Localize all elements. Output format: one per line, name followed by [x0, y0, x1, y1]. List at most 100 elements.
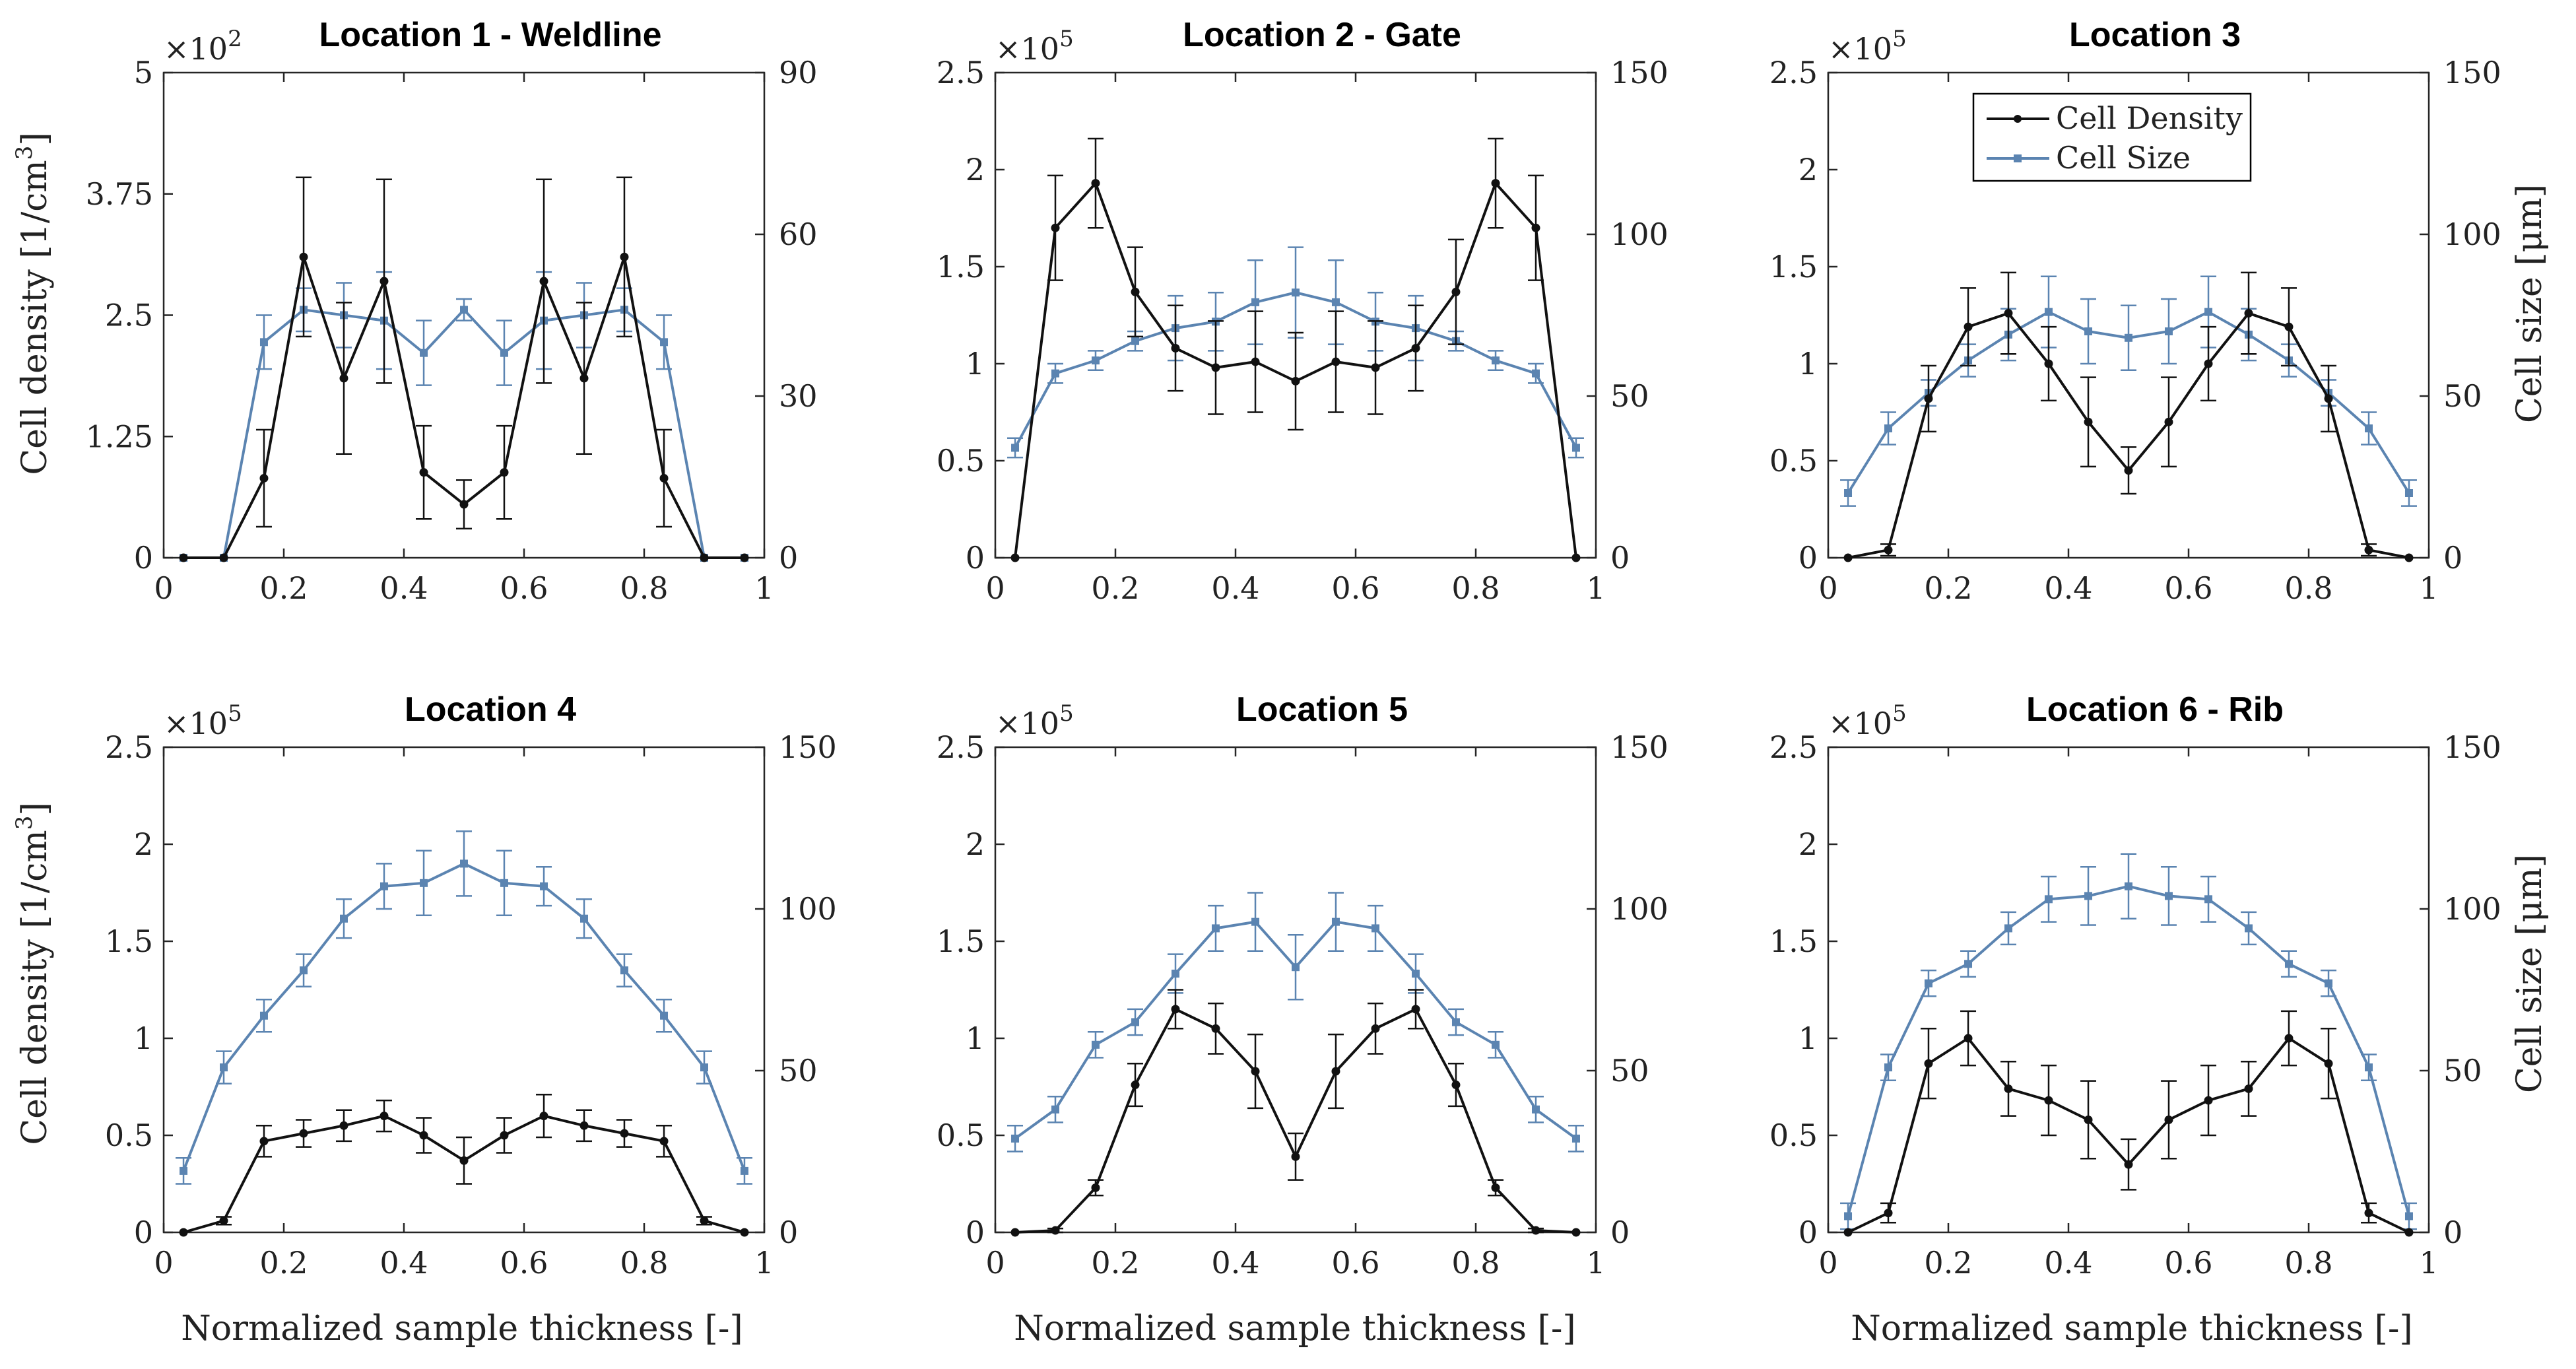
data-point [300, 966, 308, 975]
x-axis-label-2: Normalized sample thickness [-] [1014, 1309, 1575, 1349]
right-axis-label-bottom: Cell size [μm] [2510, 854, 2550, 1093]
data-point [1131, 337, 1140, 345]
data-point [1571, 1134, 1580, 1143]
left-axis-label-top: Cell density [1/cm3] [11, 132, 55, 475]
data-point [1843, 1228, 1853, 1237]
data-point [220, 1063, 228, 1072]
data-point [2204, 359, 2213, 368]
data-point [2204, 895, 2213, 904]
x-tick-label: 0.8 [1451, 570, 1500, 606]
data-point [1571, 553, 1581, 562]
chart-title: Location 6 - Rib [2026, 690, 2284, 729]
chart-title: Location 4 [405, 690, 576, 729]
x-tick-label: 0 [154, 1245, 173, 1281]
data-point [1091, 1040, 1100, 1049]
data-point [1571, 1228, 1581, 1237]
x-tick-label: 0.8 [1451, 1245, 1500, 1281]
x-tick-label: 0.2 [1091, 570, 1139, 606]
data-point [1211, 924, 1220, 933]
data-point [1131, 287, 1140, 296]
y-tick-label-left: 1.5 [937, 249, 985, 284]
chart-title: Location 2 - Gate [1183, 16, 1461, 54]
y-tick-label-right: 60 [779, 217, 818, 252]
x-tick-label: 0.8 [620, 1245, 668, 1281]
x-tick-label: 0.8 [620, 570, 668, 606]
series-cell-size [1840, 853, 2417, 1230]
data-point [1532, 369, 1540, 378]
data-point [2284, 1034, 2294, 1043]
data-point [2324, 1059, 2333, 1068]
data-point [1884, 545, 1893, 554]
x-tick-label: 0.6 [500, 1245, 548, 1281]
data-point [420, 349, 428, 357]
data-point [2164, 327, 2173, 335]
data-point [180, 1166, 188, 1175]
y-tick-label-left: 0 [1799, 540, 1818, 576]
y-tick-label-right: 50 [2443, 1053, 2482, 1088]
x-tick-label: 0 [1818, 1245, 1837, 1281]
x-tick-label: 0.4 [380, 1245, 428, 1281]
y-tick-label-right: 100 [1610, 217, 1668, 252]
data-point [500, 468, 509, 477]
data-point [500, 879, 508, 887]
data-point [259, 473, 269, 483]
data-point [1331, 918, 1340, 926]
x-tick-label: 0.2 [1924, 570, 1972, 606]
y-tick-label-right: 150 [1610, 729, 1668, 765]
data-point [1531, 1226, 1540, 1235]
data-point [2125, 333, 2132, 342]
x-tick-label: 1 [1586, 570, 1605, 606]
data-point [1091, 179, 1100, 188]
data-point [539, 277, 548, 286]
y-tick-label-left: 2 [1799, 152, 1818, 187]
data-point [740, 1228, 749, 1237]
data-point [2084, 417, 2093, 426]
x-tick-label: 1 [2419, 570, 2438, 606]
data-point [1844, 489, 1853, 497]
data-point [620, 252, 629, 261]
x-tick-label: 0.6 [500, 570, 548, 606]
y-tick-label-right: 150 [2443, 729, 2501, 765]
series-cell-density [1010, 137, 1581, 562]
x-axis-label-3: Normalized sample thickness [-] [1851, 1309, 2412, 1349]
data-point [2364, 1209, 2373, 1218]
data-point [1964, 322, 1973, 331]
data-point [1884, 1209, 1893, 1218]
x-tick-label: 0 [985, 570, 1005, 606]
data-point [420, 879, 428, 887]
y-tick-label-left: 0 [134, 540, 153, 576]
y-tick-label-right: 150 [1610, 55, 1668, 90]
data-point [740, 1166, 748, 1175]
y-tick-label-left: 0.5 [105, 1118, 153, 1153]
y-tick-label-left: 0.5 [937, 443, 985, 479]
data-point [2365, 424, 2373, 432]
y-tick-label-right: 0 [2443, 1215, 2462, 1250]
x-tick-label: 0.2 [259, 1245, 308, 1281]
data-point [2084, 1115, 2093, 1124]
data-point [1532, 1105, 1540, 1114]
data-point [219, 1216, 228, 1225]
y-tick-label-left: 2.5 [105, 729, 153, 765]
y-tick-label-left: 1.5 [105, 923, 153, 959]
left-axis-label-bottom: Cell density [1/cm3] [11, 802, 55, 1145]
data-point [419, 1131, 428, 1140]
data-point [579, 1121, 589, 1130]
y-tick-label-left: 2 [134, 826, 153, 862]
y-tick-label-left: 2.5 [1769, 729, 1818, 765]
y-tick-label-right: 0 [779, 540, 798, 576]
data-point [500, 1131, 509, 1140]
data-point [380, 882, 388, 890]
data-point [1091, 356, 1100, 365]
y-tick-label-right: 90 [779, 55, 818, 90]
data-point [1531, 223, 1540, 232]
data-point [1451, 1081, 1461, 1090]
data-point [1843, 553, 1853, 562]
legend-density-marker [2014, 115, 2022, 123]
data-point [419, 468, 428, 477]
data-point [740, 553, 749, 562]
x-tick-label: 0.4 [1211, 570, 1259, 606]
y-tick-label-right: 0 [1610, 1215, 1630, 1250]
data-point [1292, 963, 1300, 972]
